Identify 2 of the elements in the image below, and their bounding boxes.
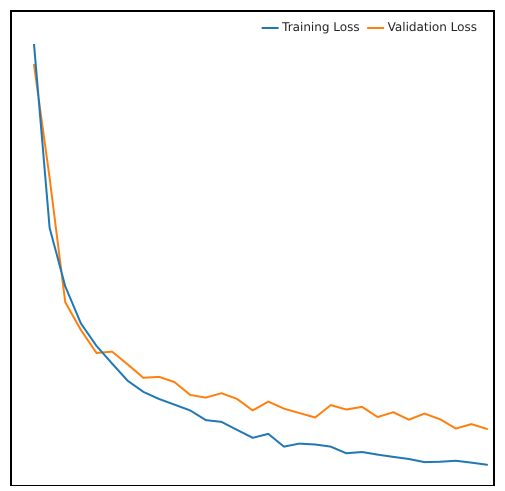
legend-label: Validation Loss bbox=[388, 20, 477, 34]
legend-label: Training Loss bbox=[281, 20, 360, 34]
